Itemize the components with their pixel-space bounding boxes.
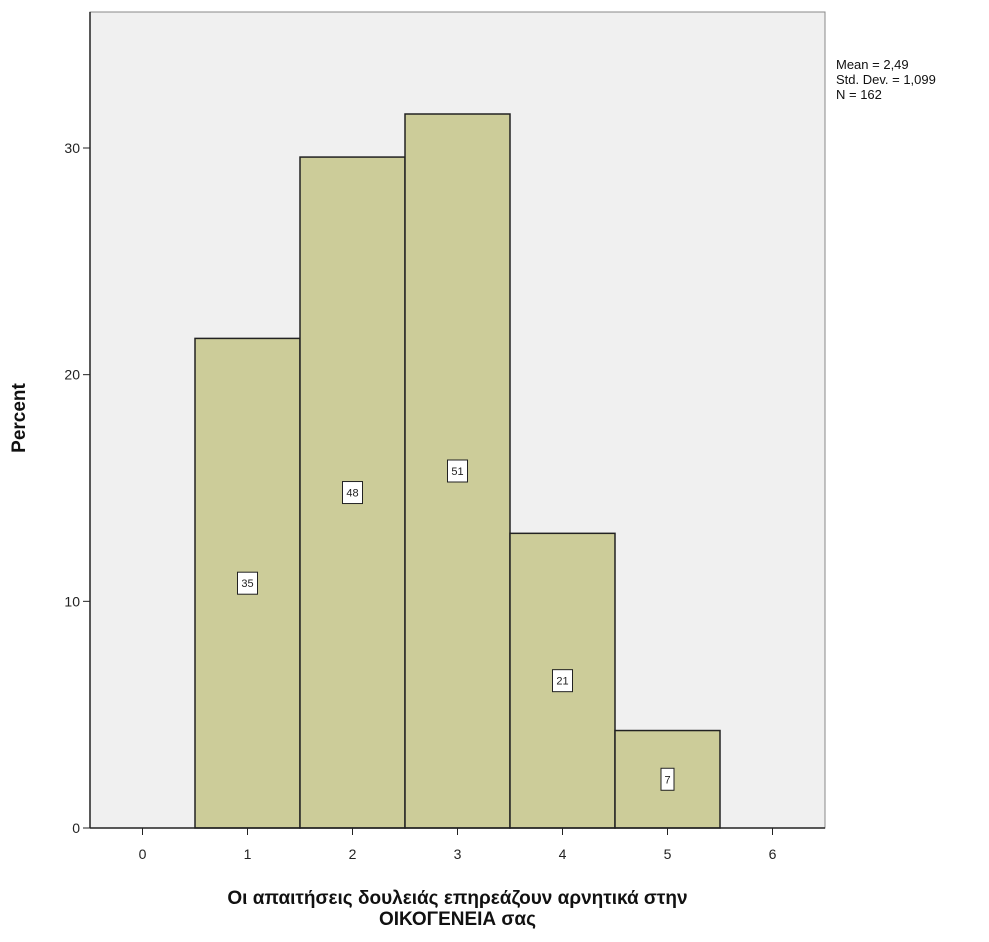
y-tick-label: 10 (64, 593, 80, 609)
stat-n: N = 162 (836, 87, 882, 102)
x-tick-label: 1 (244, 846, 252, 862)
bars-group: 35 48 51 21 7 (194, 113, 721, 829)
summary-statistics: Mean = 2,49 Std. Dev. = 1,099 N = 162 (836, 57, 936, 102)
stat-std-dev: Std. Dev. = 1,099 (836, 72, 936, 87)
x-axis-title-line-1: Οι απαιτήσεις δουλειάς επηρεάζουν αρνητι… (227, 888, 688, 909)
count-label: 51 (451, 466, 463, 478)
count-label: 48 (346, 488, 358, 500)
count-label: 21 (556, 676, 568, 688)
y-tick-label: 20 (64, 367, 80, 383)
x-tick-label: 6 (769, 846, 777, 862)
count-label-box (342, 481, 363, 505)
y-tick-label: 0 (72, 820, 80, 836)
x-tick-label: 2 (349, 846, 357, 862)
count-label-box (660, 767, 675, 791)
x-axis-title-line-2: ΟΙΚΟΓΕΝΕΙΑ σας (378, 909, 536, 930)
x-axis-title: Οι απαιτήσεις δουλειάς επηρεάζουν αρνητι… (90, 888, 825, 930)
x-tick-label: 3 (454, 846, 462, 862)
count-label-box (237, 571, 258, 595)
x-tick-label: 5 (664, 846, 672, 862)
count-label-box (552, 669, 573, 693)
count-label: 7 (664, 774, 670, 786)
count-label-box (447, 459, 468, 483)
y-axis-title: Percent (9, 383, 30, 453)
x-tick-label: 0 (139, 846, 147, 862)
y-tick-label: 30 (64, 140, 80, 156)
x-tick-label: 4 (559, 846, 567, 862)
count-label: 35 (241, 578, 253, 590)
stat-mean: Mean = 2,49 (836, 57, 909, 72)
axes-group: 0 1 2 3 4 5 6 0 10 20 30 (64, 12, 825, 862)
